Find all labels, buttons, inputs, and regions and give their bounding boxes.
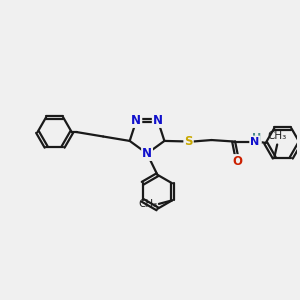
Text: N: N (250, 136, 260, 146)
Text: CH₃: CH₃ (268, 131, 287, 141)
Text: N: N (131, 114, 141, 127)
Text: O: O (232, 155, 242, 168)
Text: N: N (153, 114, 163, 127)
Text: N: N (142, 147, 152, 160)
Text: S: S (184, 135, 193, 148)
Text: H: H (252, 133, 261, 143)
Text: CH₃: CH₃ (138, 200, 158, 209)
